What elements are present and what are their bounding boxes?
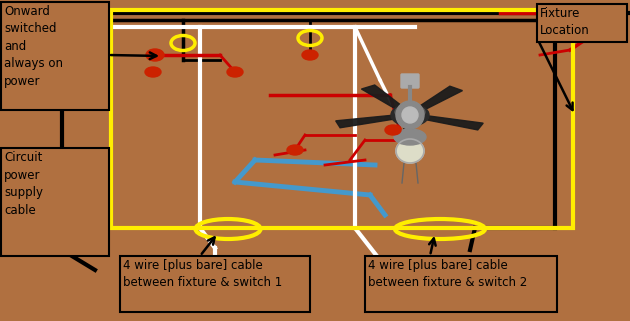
Polygon shape bbox=[399, 120, 415, 149]
Text: 4 wire [plus bare] cable
between fixture & switch 1: 4 wire [plus bare] cable between fixture… bbox=[123, 259, 282, 290]
FancyBboxPatch shape bbox=[1, 2, 109, 110]
FancyBboxPatch shape bbox=[120, 256, 310, 312]
Polygon shape bbox=[362, 85, 406, 111]
Text: 4 wire [plus bare] cable
between fixture & switch 2: 4 wire [plus bare] cable between fixture… bbox=[368, 259, 527, 290]
Ellipse shape bbox=[302, 50, 318, 60]
Text: Fixture
Location: Fixture Location bbox=[540, 7, 590, 38]
Ellipse shape bbox=[394, 129, 426, 145]
Ellipse shape bbox=[145, 67, 161, 77]
Ellipse shape bbox=[146, 49, 164, 61]
Ellipse shape bbox=[396, 139, 424, 163]
Ellipse shape bbox=[385, 125, 401, 135]
Text: Circuit
power
supply
cable: Circuit power supply cable bbox=[4, 151, 43, 216]
Polygon shape bbox=[336, 115, 399, 128]
Bar bbox=[111, 10, 573, 228]
FancyBboxPatch shape bbox=[537, 4, 627, 42]
Polygon shape bbox=[415, 86, 462, 112]
FancyBboxPatch shape bbox=[401, 74, 419, 88]
Ellipse shape bbox=[391, 104, 429, 126]
Polygon shape bbox=[420, 115, 483, 130]
Text: Onward
switched
and
always on
power: Onward switched and always on power bbox=[4, 5, 63, 88]
Circle shape bbox=[396, 101, 424, 129]
Circle shape bbox=[402, 107, 418, 123]
Ellipse shape bbox=[227, 67, 243, 77]
FancyBboxPatch shape bbox=[1, 148, 109, 256]
Ellipse shape bbox=[287, 145, 303, 155]
Ellipse shape bbox=[395, 105, 425, 119]
FancyBboxPatch shape bbox=[365, 256, 557, 312]
